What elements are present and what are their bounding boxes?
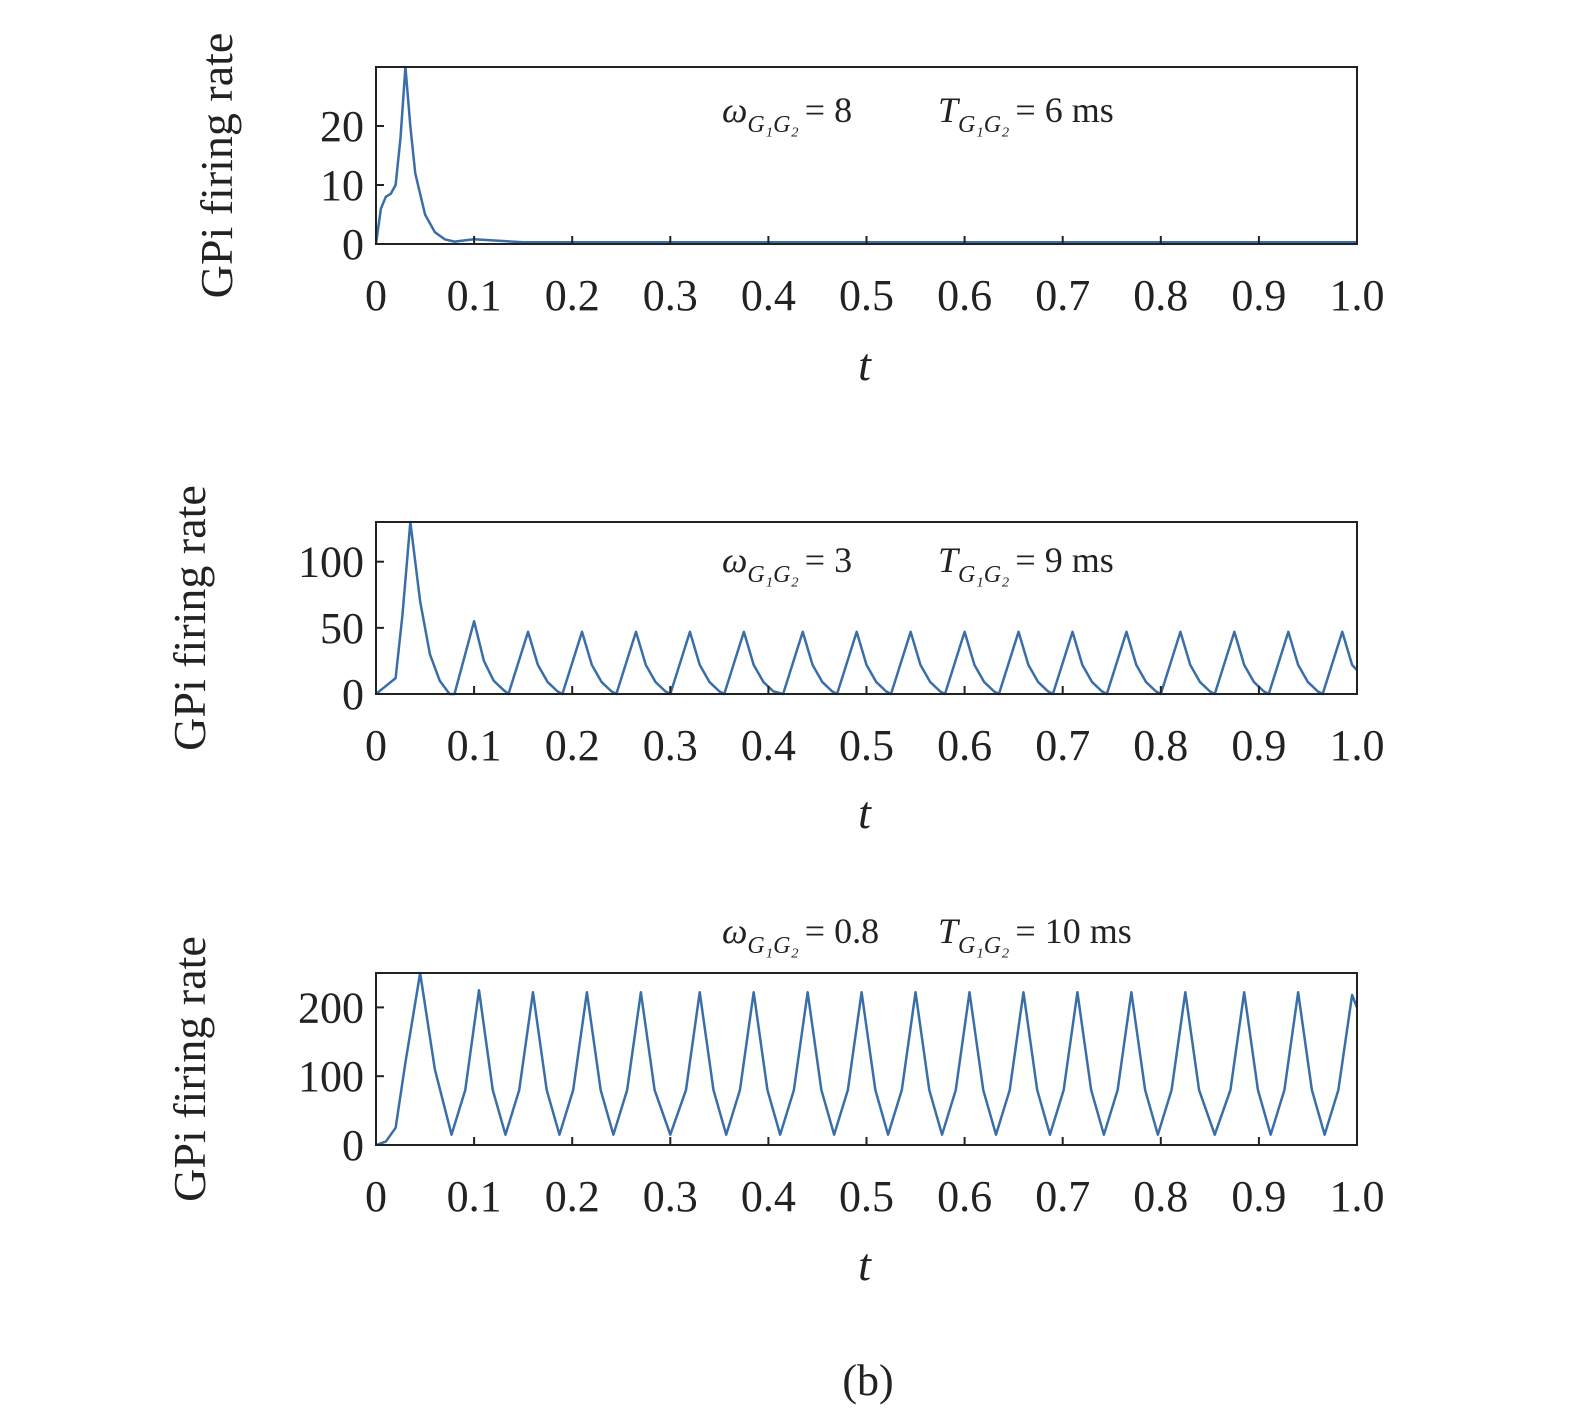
annotation: ωG₁G₂ = 3 [722,540,852,588]
y-tick-label: 0 [342,220,364,269]
x-tick-label: 0.1 [447,1172,502,1221]
x-tick-label: 0.2 [545,1172,600,1221]
annotation: TG₁G₂ = 9 ms [938,540,1114,588]
y-axis-label: GPi firing rate [164,485,215,751]
annotation-subscript: G₁G₂ [747,112,798,138]
x-axis-label: t [858,787,872,838]
x-tick-label: 1.0 [1330,1172,1385,1221]
y-tick-label: 100 [298,1052,364,1101]
x-tick-label: 0.7 [1035,1172,1090,1221]
y-tick-label: 0 [342,670,364,719]
annotation-value: = 8 [805,90,852,130]
annotation-value: = 0.8 [805,911,879,951]
plot-frame [375,521,1358,695]
y-axis-label: GPi firing rate [164,936,215,1202]
x-tick-label: 0.2 [545,271,600,320]
y-tick-label: 200 [298,983,364,1032]
annotation-subscript: G₁G₂ [747,933,798,959]
data-line [374,65,1357,245]
x-tick-label: 0.4 [741,721,796,770]
annotation-subscript: G₁G₂ [747,562,798,588]
x-tick-label: 0.8 [1133,721,1188,770]
x-tick-label: 0.5 [839,1172,894,1221]
x-tick-label: 0.9 [1231,271,1286,320]
x-tick-label: 0.7 [1035,271,1090,320]
annotation: TG₁G₂ = 6 ms [938,90,1114,138]
plot-frame [375,66,1358,245]
x-tick-label: 0.8 [1133,1172,1188,1221]
y-axis-label: GPi firing rate [191,33,242,299]
annotation-symbol: T [938,540,961,580]
annotation-subscript: G₁G₂ [958,933,1009,959]
caption: (b) [842,1356,893,1405]
x-tick-label: 1.0 [1330,721,1385,770]
annotation-value: = 10 ms [1015,911,1131,951]
y-tick-label: 10 [320,161,364,210]
x-tick-label: 0.3 [643,271,698,320]
x-tick-label: 0.1 [447,721,502,770]
annotation-value: = 9 ms [1015,540,1113,580]
x-axis-label: t [858,1239,872,1290]
annotation: ωG₁G₂ = 0.8 [722,911,879,959]
x-tick-label: 0 [365,721,387,770]
annotation-subscript: G₁G₂ [958,562,1009,588]
x-tick-label: 1.0 [1330,271,1385,320]
annotation: ωG₁G₂ = 8 [722,90,852,138]
annotation-value: = 6 ms [1015,90,1113,130]
annotation-value: = 3 [805,540,852,580]
x-tick-label: 0.3 [643,1172,698,1221]
x-tick-label: 0.5 [839,721,894,770]
x-tick-label: 0.8 [1133,271,1188,320]
x-tick-label: 0 [365,271,387,320]
x-tick-label: 0.4 [741,1172,796,1221]
y-tick-label: 20 [320,102,364,151]
x-tick-label: 0.4 [741,271,796,320]
x-tick-label: 0.6 [937,721,992,770]
data-line [375,520,1358,696]
annotation-subscript: G₁G₂ [958,112,1009,138]
y-tick-label: 100 [298,538,364,587]
annotation-symbol: ω [722,540,747,580]
x-tick-label: 0.2 [545,721,600,770]
data-line [375,971,1359,1147]
x-axis-label: t [858,339,872,390]
x-tick-label: 0.6 [937,1172,992,1221]
annotation-symbol: ω [722,911,747,951]
annotation: TG₁G₂ = 10 ms [938,911,1132,959]
annotation-symbol: T [938,911,961,951]
annotation-symbol: ω [722,90,747,130]
x-tick-label: 0.5 [839,271,894,320]
x-tick-label: 0.9 [1231,1172,1286,1221]
x-tick-label: 0.3 [643,721,698,770]
y-tick-label: 50 [320,604,364,653]
x-tick-label: 0.7 [1035,721,1090,770]
x-tick-label: 0 [365,1172,387,1221]
x-tick-label: 0.9 [1231,721,1286,770]
annotation-symbol: T [938,90,961,130]
y-tick-label: 0 [342,1121,364,1170]
x-tick-label: 0.6 [937,271,992,320]
x-tick-label: 0.1 [447,271,502,320]
